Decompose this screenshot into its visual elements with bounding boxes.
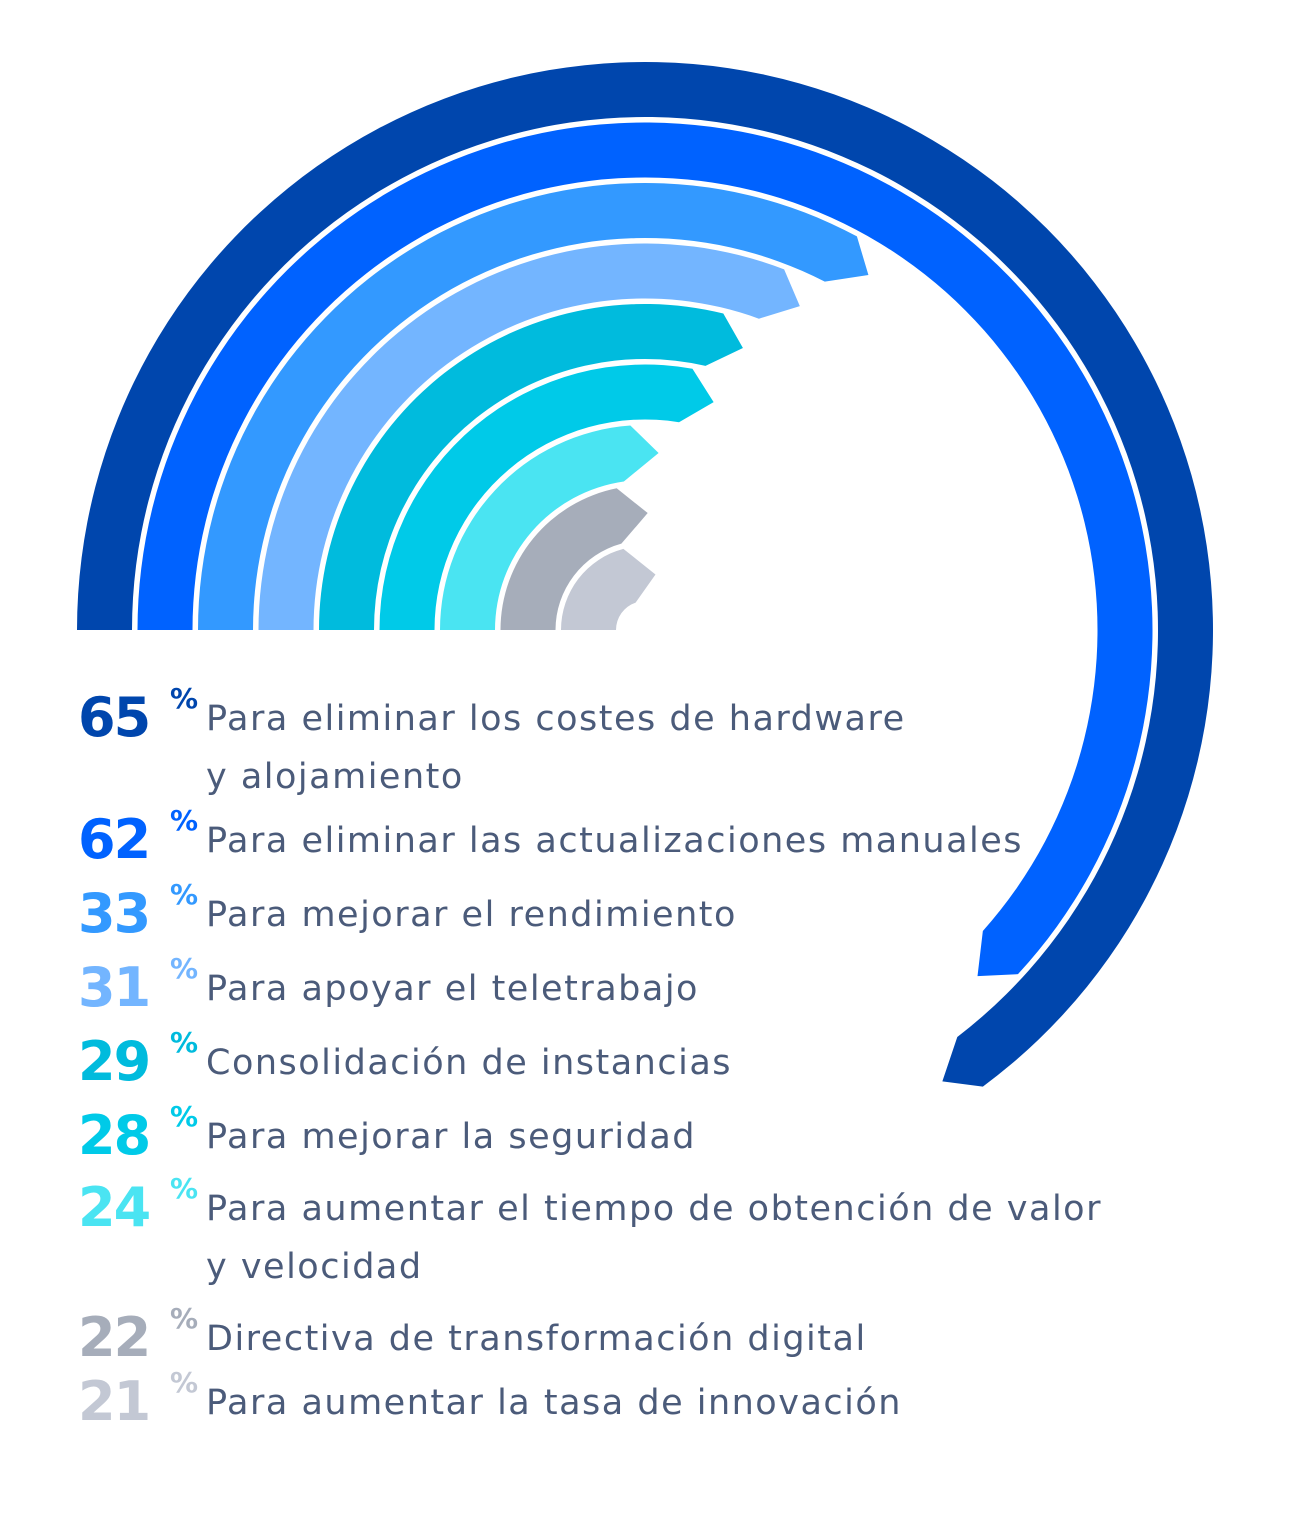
percent-sign: % bbox=[170, 804, 199, 837]
legend-value: 24 bbox=[78, 1176, 151, 1239]
percent-sign: % bbox=[170, 1100, 199, 1133]
legend-item: 28% Para mejorar la seguridad bbox=[78, 1102, 696, 1167]
legend-item: 33% Para mejorar el rendimiento bbox=[78, 880, 737, 945]
legend-item: 22% Directiva de transformación digital bbox=[78, 1304, 867, 1369]
percent-sign: % bbox=[170, 1366, 199, 1399]
legend-label-line: Para mejorar el rendimiento bbox=[206, 895, 737, 935]
legend-label: Para mejorar la seguridad bbox=[206, 1108, 696, 1166]
ring-bar-21 bbox=[561, 548, 656, 630]
legend-value: 21 bbox=[78, 1370, 151, 1433]
legend-value: 62 bbox=[78, 808, 151, 871]
legend-value: 28 bbox=[78, 1104, 151, 1167]
ring-bar-24 bbox=[440, 425, 659, 630]
legend-label-line: y velocidad bbox=[206, 1247, 423, 1287]
percent-sign: % bbox=[170, 1172, 199, 1205]
legend-label-line: Para mejorar la seguridad bbox=[206, 1117, 697, 1157]
ring-bar-33 bbox=[198, 182, 869, 630]
percent-sign: % bbox=[170, 1026, 199, 1059]
ring-bar-62 bbox=[137, 122, 1153, 977]
legend-value: 31 bbox=[78, 956, 151, 1019]
legend-label-line: Directiva de transformación digital bbox=[206, 1319, 867, 1359]
ring-bar-28 bbox=[379, 364, 714, 630]
legend-item: 31% Para apoyar el teletrabajo bbox=[78, 954, 699, 1019]
legend-label-line: Consolidación de instancias bbox=[206, 1043, 733, 1083]
legend-label-line: Para eliminar las actualizaciones manual… bbox=[206, 821, 1024, 861]
legend-label-line: Para eliminar los costes de hardware bbox=[206, 699, 906, 739]
legend-label: Para eliminar las actualizaciones manual… bbox=[206, 812, 1023, 870]
percent-sign: % bbox=[170, 682, 199, 715]
ring-bar-31 bbox=[258, 243, 800, 631]
ring-bar-29 bbox=[319, 303, 743, 630]
legend-label: Para aumentar el tiempo de obtención de … bbox=[206, 1180, 1102, 1296]
legend-item: 29% Consolidación de instancias bbox=[78, 1028, 732, 1093]
legend-item: 24% Para aumentar el tiempo de obtención … bbox=[78, 1174, 1102, 1296]
legend-value: 33 bbox=[78, 882, 151, 945]
legend-label: Para mejorar el rendimiento bbox=[206, 886, 737, 944]
legend-label-line: Para aumentar la tasa de innovación bbox=[206, 1383, 902, 1423]
legend-value: 29 bbox=[78, 1030, 151, 1093]
legend-item: 65% Para eliminar los costes de hardware y… bbox=[78, 684, 906, 806]
legend-label: Consolidación de instancias bbox=[206, 1034, 732, 1092]
legend-item: 62% Para eliminar las actualizaciones man… bbox=[78, 806, 1023, 871]
legend-label: Para eliminar los costes de hardware y al… bbox=[206, 690, 906, 806]
legend-label: Para aumentar la tasa de innovación bbox=[206, 1374, 902, 1432]
legend-label-line: y alojamiento bbox=[206, 757, 464, 797]
legend-label: Directiva de transformación digital bbox=[206, 1310, 867, 1368]
percent-sign: % bbox=[170, 1302, 199, 1335]
legend-value: 22 bbox=[78, 1306, 151, 1369]
percent-sign: % bbox=[170, 878, 199, 911]
legend-label: Para apoyar el teletrabajo bbox=[206, 960, 699, 1018]
legend-item: 21% Para aumentar la tasa de innovación bbox=[78, 1368, 902, 1433]
legend-label-line: Para apoyar el teletrabajo bbox=[206, 969, 699, 1009]
legend-value: 65 bbox=[78, 686, 151, 749]
ring-bar-22 bbox=[500, 488, 648, 630]
percent-sign: % bbox=[170, 952, 199, 985]
legend-label-line: Para aumentar el tiempo de obtención de … bbox=[206, 1189, 1102, 1229]
